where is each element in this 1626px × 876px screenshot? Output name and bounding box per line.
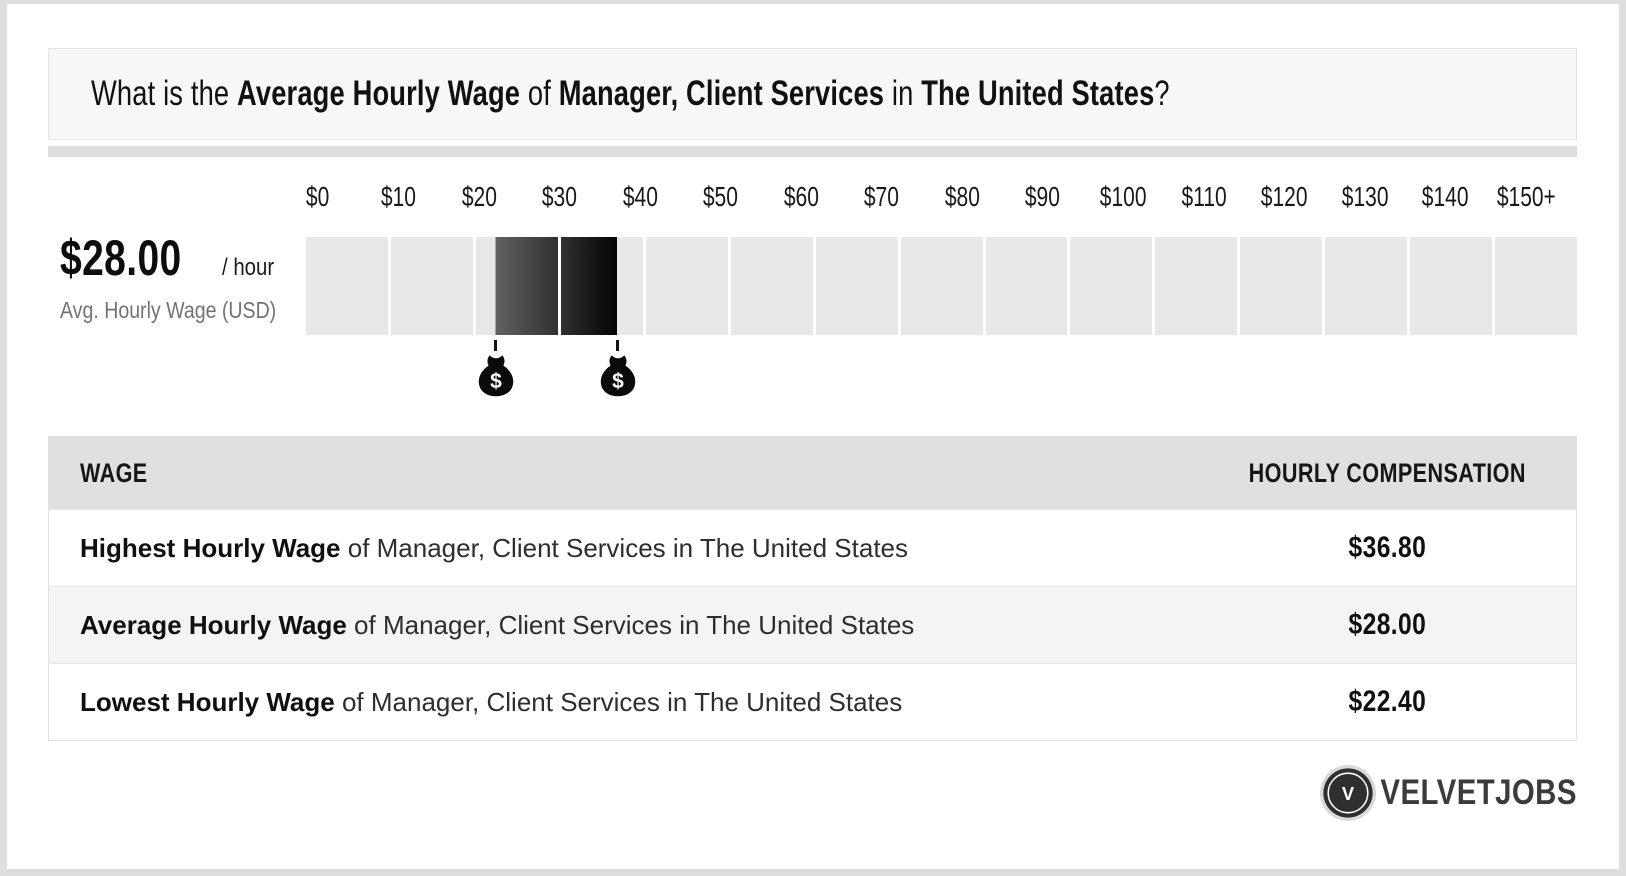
scale-segment: [1325, 237, 1408, 335]
wage-summary: $28.00 / hour Avg. Hourly Wage (USD): [60, 229, 314, 324]
scale-segment: [306, 237, 388, 335]
row-value: $22.40: [1348, 685, 1427, 718]
question-box: What is the Average Hourly Wage of Manag…: [48, 48, 1577, 140]
row-value: $28.00: [1348, 608, 1427, 641]
row-label-bold: Highest Hourly Wage: [80, 532, 341, 563]
logo-monogram: V: [1342, 783, 1355, 804]
row-value: $36.80: [1348, 531, 1427, 564]
scale-segment: [1240, 237, 1323, 335]
money-bag-icon: $: [600, 355, 636, 397]
wage-scale: $0 $10 $20 $30 $40 $50 $60 $70 $80 $90 $100 $110 $12…: [299, 157, 1578, 436]
table-header-row: WAGE HOURLY COMPENSATION: [49, 437, 1576, 509]
scale-segment: [1155, 237, 1238, 335]
scale-segment: [645, 237, 728, 335]
scale-segment: [1070, 237, 1153, 335]
row-label-bold: Average Hourly Wage: [80, 609, 347, 640]
marker-tick: [616, 340, 620, 351]
avg-wage-amount: $28.00: [60, 230, 182, 286]
title-part: in: [884, 74, 922, 113]
header-hourly-compensation: HOURLY COMPENSATION: [1248, 457, 1527, 488]
scale-segment-highlighted: [560, 237, 643, 335]
title-part: Manager, Client Services: [558, 74, 885, 113]
wage-table: WAGE HOURLY COMPENSATION Highest Hourly …: [48, 436, 1577, 741]
row-label: Lowest Hourly Wage of Manager, Client Se…: [49, 687, 1199, 718]
scale-track: [306, 237, 1578, 335]
scale-segment: [900, 237, 983, 335]
scale-segment: [1410, 237, 1493, 335]
row-label: Average Hourly Wage of Manager, Client S…: [49, 610, 1199, 641]
scale-segment: [815, 237, 898, 335]
avg-wage-line: $28.00 / hour: [60, 229, 314, 287]
svg-text:$: $: [612, 370, 624, 393]
title-part: The United States: [921, 74, 1155, 113]
table-row: Highest Hourly Wage of Manager, Client S…: [49, 509, 1576, 586]
page-title-text: What is the Average Hourly Wage of Manag…: [91, 74, 1170, 114]
title-part: of: [520, 74, 559, 113]
avg-wage-unit: / hour: [222, 254, 275, 281]
scale-segment: [730, 237, 813, 335]
title-part: What is the: [91, 74, 238, 113]
svg-text:$: $: [490, 370, 502, 393]
title-part: ?: [1154, 74, 1170, 113]
row-label: Highest Hourly Wage of Manager, Client S…: [49, 533, 1199, 564]
title-divider-band: [48, 146, 1577, 157]
money-bag-icon: $: [478, 355, 513, 397]
scale-segment-highlighted: [475, 237, 558, 335]
brand-footer: V VELVETJOBS: [1319, 764, 1577, 822]
marker-tick: [494, 340, 498, 351]
page-title: What is the Average Hourly Wage of Manag…: [49, 74, 1474, 114]
row-label-rest: of Manager, Client Services in The Unite…: [346, 609, 915, 640]
row-label-bold: Lowest Hourly Wage: [80, 686, 335, 717]
wage-scale-chart: $28.00 / hour Avg. Hourly Wage (USD) $0 $…: [7, 157, 1619, 436]
avg-wage-caption: Avg. Hourly Wage (USD): [60, 297, 277, 323]
row-label-rest: of Manager, Client Services in The Unite…: [340, 532, 908, 563]
velvetjobs-logo-icon: V: [1319, 764, 1377, 822]
brand-name: VELVETJOBS: [1380, 773, 1577, 812]
scale-bar-zone: $ $: [306, 237, 1578, 436]
table-body: Highest Hourly Wage of Manager, Client S…: [49, 509, 1576, 740]
header-wage: WAGE: [80, 457, 148, 488]
scale-segment: [390, 237, 473, 335]
scale-segment: [985, 237, 1068, 335]
scale-segment: [1495, 237, 1578, 335]
title-part: Average Hourly Wage: [237, 74, 521, 113]
row-label-rest: of Manager, Client Services in The Unite…: [334, 686, 903, 717]
table-row: Average Hourly Wage of Manager, Client S…: [49, 586, 1576, 663]
content-card: What is the Average Hourly Wage of Manag…: [7, 4, 1619, 869]
table-row: Lowest Hourly Wage of Manager, Client Se…: [49, 663, 1576, 740]
